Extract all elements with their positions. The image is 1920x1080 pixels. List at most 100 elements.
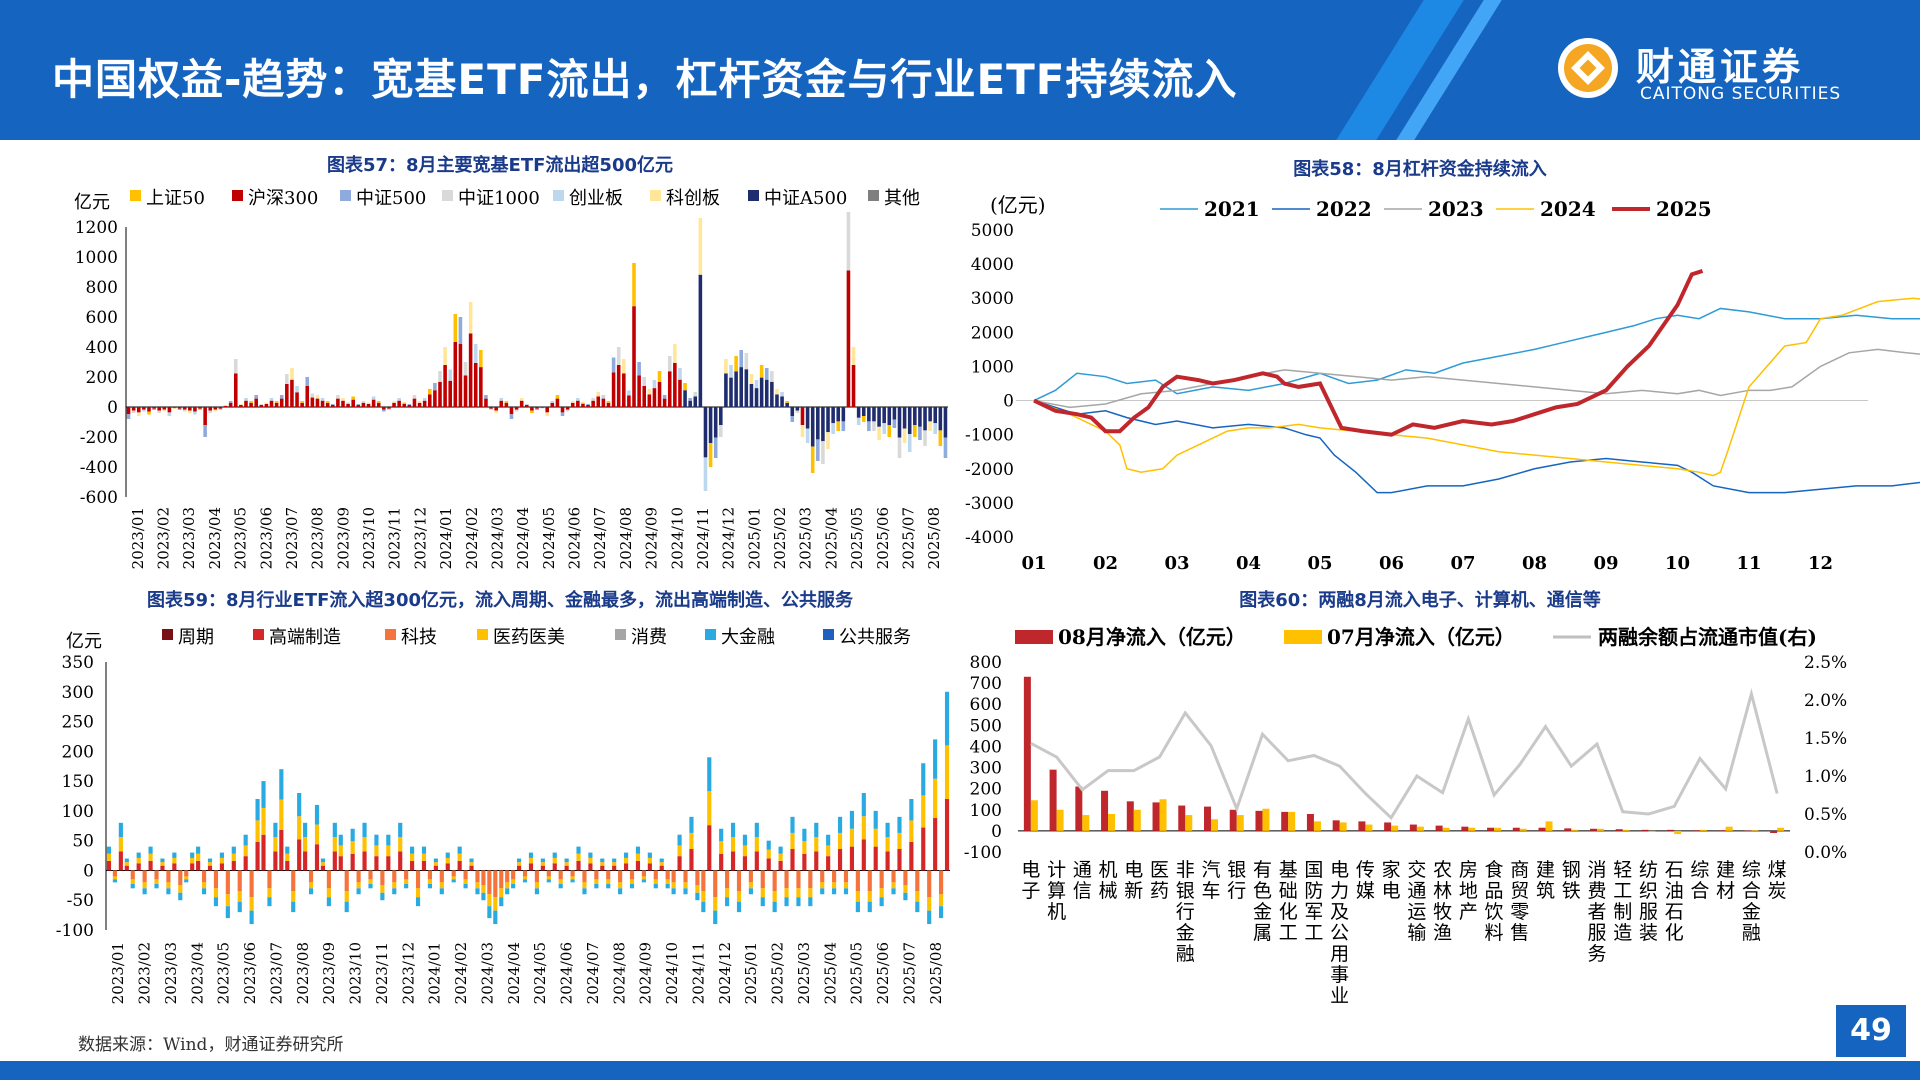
c60-xtick-11: 国防军工 <box>1304 859 1323 944</box>
c59-bar-55-1 <box>433 862 438 866</box>
c57-bar-stack-122 <box>749 374 754 384</box>
c57-bar-stack-50 <box>382 409 386 412</box>
c57-bar-146 <box>872 407 876 422</box>
c59-bar-59-0 <box>457 860 462 871</box>
c59-bar-135-0 <box>909 841 914 871</box>
c60-ytick-9: 800 <box>970 653 1002 673</box>
header-banner: 中国权益-趋势：宽基ETF流出，杠杆资金与行业ETF持续流入 财通证券 CAIT… <box>0 0 1920 140</box>
c59-bar-43-2 <box>362 822 367 838</box>
c59-bar-54-0 <box>427 870 433 880</box>
c57-xtick-26: 2025/03 <box>797 507 815 569</box>
c59-bar-64-0 <box>487 870 492 895</box>
c59-bar-9-0 <box>160 865 165 871</box>
c57-ytick-4: 200 <box>86 368 118 388</box>
c60-bar-jul-23 <box>1622 829 1630 831</box>
c57-bar-51 <box>387 407 391 409</box>
c57-bar-stack-143 <box>856 417 861 425</box>
c59-bar-97-0 <box>683 870 688 883</box>
c59-bar-14-1 <box>190 857 195 864</box>
c57-bar-stack-26 <box>259 404 264 405</box>
c59-bar-91-1 <box>647 857 652 864</box>
c59-bar-75-2 <box>552 852 557 858</box>
c57-xtick-30: 2025/07 <box>899 507 917 569</box>
c59-ytick-7: 250 <box>62 713 94 733</box>
c59-bar-136-0 <box>915 870 920 892</box>
c59-bar-64-2 <box>487 906 492 919</box>
c59-bar-134-1 <box>903 885 908 893</box>
c60-bar-jul-26 <box>1699 829 1707 831</box>
c57-bar-stack-80 <box>535 408 539 410</box>
c59-bar-65-1 <box>493 897 498 911</box>
c57-bar-stack-111 <box>693 392 698 397</box>
c60-bar-jul-8 <box>1236 815 1244 831</box>
c60-bar-aug-9 <box>1255 810 1263 831</box>
c57-bar-stack-83 <box>550 401 555 403</box>
c59-bar-20-2 <box>225 906 230 919</box>
c59-bar-19-0 <box>219 863 224 871</box>
c57-bar-129 <box>785 402 789 407</box>
c59-bar-76-1 <box>558 879 563 884</box>
c59-bar-80-0 <box>582 870 587 883</box>
c57-bar-stack-7 <box>162 409 167 412</box>
c57-bar-stack-52 <box>392 401 396 403</box>
c59-bar-11-1 <box>172 857 177 864</box>
c60-ytick-1: 0 <box>991 822 1002 842</box>
c59-bar-32-0 <box>297 839 302 871</box>
c57-bar-stack-8 <box>167 412 172 416</box>
c58-xtick-11: 12 <box>1808 553 1833 574</box>
c57-bar-153 <box>907 407 912 434</box>
c59-bar-73-1 <box>540 862 545 866</box>
c57-bar-37 <box>315 398 320 407</box>
c59-legend-label-5: 大金融 <box>721 627 775 648</box>
c57-bar-142 <box>851 365 856 407</box>
c57-bar-stack-85 <box>560 412 565 416</box>
c57-bar-84 <box>555 398 560 407</box>
c59-bar-115-2 <box>790 816 795 833</box>
c60-bar-aug-29 <box>1770 830 1778 833</box>
c60-bar-aug-3 <box>1101 790 1109 831</box>
c59-bar-17-0 <box>207 865 213 871</box>
c59-bar-27-0 <box>267 870 272 889</box>
c59-bar-95-0 <box>671 870 676 883</box>
c60-bar-aug-27 <box>1718 830 1726 831</box>
c57-bar-stack-30 <box>279 395 284 399</box>
c57-xtick-10: 2023/11 <box>386 507 404 569</box>
c59-bar-31-2 <box>291 901 296 913</box>
c57-bar-stack-57 <box>417 401 422 403</box>
c59-bar-37-2 <box>326 897 331 907</box>
c59-xtick-2: 2023/03 <box>162 942 180 1004</box>
c57-bar-stack-24 <box>249 401 253 403</box>
c57-xtick-0: 2023/01 <box>129 507 147 569</box>
c59-bar-43-0 <box>362 851 367 871</box>
c57-bar-18 <box>218 407 223 409</box>
c59-bar-16-0 <box>201 870 207 883</box>
c57-bar-124 <box>759 377 764 407</box>
c57-bar-6 <box>157 407 161 411</box>
c57-bar-96 <box>616 365 621 407</box>
c59-bar-39-1 <box>338 845 343 857</box>
c60-xtick-6: 非银行金融 <box>1176 859 1195 965</box>
c59-bar-90-0 <box>641 870 646 877</box>
c59-bar-25-0 <box>255 841 260 871</box>
c59-legend-label-6: 公共服务 <box>839 627 911 648</box>
c57-bar-98 <box>627 395 631 407</box>
c60-bar-jul-4 <box>1133 809 1141 831</box>
c57-xtick-2: 2023/03 <box>180 507 198 569</box>
c57-bar-150 <box>892 407 897 420</box>
c57-bar-44 <box>351 399 355 407</box>
c60-xtick-8: 银行 <box>1227 859 1246 902</box>
c57-bar-stack-14 <box>198 408 202 410</box>
c59-bar-6-2 <box>142 888 147 895</box>
c57-bar-13 <box>193 407 197 412</box>
c60-y2tick-2: 1.0% <box>1804 767 1847 787</box>
c59-bar-128-0 <box>867 870 872 892</box>
c59-bar-112-0 <box>772 870 777 892</box>
c60-y2tick-0: 0.0% <box>1804 843 1847 863</box>
c59-bar-121-2 <box>826 834 831 846</box>
c57-bar-138 <box>831 407 835 424</box>
c57-bar-127 <box>775 394 779 407</box>
c57-bar-stack-94 <box>606 401 611 403</box>
c57-bar-0 <box>126 407 131 415</box>
c59-bar-108-1 <box>748 882 753 889</box>
c59-xtick-13: 2024/02 <box>452 942 470 1004</box>
